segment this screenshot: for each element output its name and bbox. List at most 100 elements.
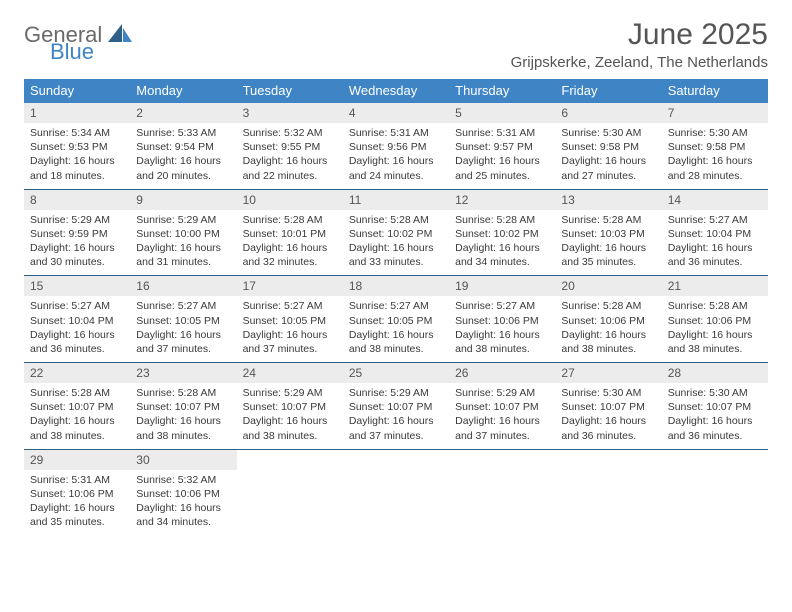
sunset-line: Sunset: 10:00 PM bbox=[136, 227, 230, 241]
sunrise-line: Sunrise: 5:29 AM bbox=[30, 213, 124, 227]
sunrise-line: Sunrise: 5:29 AM bbox=[455, 386, 549, 400]
day-body: Sunrise: 5:30 AMSunset: 9:58 PMDaylight:… bbox=[662, 123, 768, 189]
day-number: 19 bbox=[449, 276, 555, 296]
calendar-cell: 21Sunrise: 5:28 AMSunset: 10:06 PMDaylig… bbox=[662, 275, 768, 362]
daylight-line: Daylight: 16 hours and 37 minutes. bbox=[349, 414, 443, 442]
sunset-line: Sunset: 9:58 PM bbox=[668, 140, 762, 154]
day-body: Sunrise: 5:32 AMSunset: 9:55 PMDaylight:… bbox=[237, 123, 343, 189]
day-number: 20 bbox=[555, 276, 661, 296]
day-body: Sunrise: 5:28 AMSunset: 10:02 PMDaylight… bbox=[343, 210, 449, 276]
page-title: June 2025 bbox=[511, 18, 768, 52]
day-number: 30 bbox=[130, 450, 236, 470]
calendar-cell: 22Sunrise: 5:28 AMSunset: 10:07 PMDaylig… bbox=[24, 362, 130, 449]
calendar-cell: 18Sunrise: 5:27 AMSunset: 10:05 PMDaylig… bbox=[343, 275, 449, 362]
calendar-cell: 8Sunrise: 5:29 AMSunset: 9:59 PMDaylight… bbox=[24, 189, 130, 276]
daylight-line: Daylight: 16 hours and 36 minutes. bbox=[561, 414, 655, 442]
day-body: Sunrise: 5:31 AMSunset: 9:56 PMDaylight:… bbox=[343, 123, 449, 189]
day-number: 11 bbox=[343, 190, 449, 210]
day-body: Sunrise: 5:30 AMSunset: 10:07 PMDaylight… bbox=[555, 383, 661, 449]
calendar-cell: 25Sunrise: 5:29 AMSunset: 10:07 PMDaylig… bbox=[343, 362, 449, 449]
day-number: 26 bbox=[449, 363, 555, 383]
calendar-row: 1Sunrise: 5:34 AMSunset: 9:53 PMDaylight… bbox=[24, 103, 768, 189]
day-body: Sunrise: 5:31 AMSunset: 9:57 PMDaylight:… bbox=[449, 123, 555, 189]
day-body: Sunrise: 5:28 AMSunset: 10:07 PMDaylight… bbox=[24, 383, 130, 449]
daylight-line: Daylight: 16 hours and 20 minutes. bbox=[136, 154, 230, 182]
day-number: 8 bbox=[24, 190, 130, 210]
sunset-line: Sunset: 10:06 PM bbox=[455, 314, 549, 328]
sunset-line: Sunset: 10:05 PM bbox=[136, 314, 230, 328]
day-number: 16 bbox=[130, 276, 236, 296]
calendar-cell: 11Sunrise: 5:28 AMSunset: 10:02 PMDaylig… bbox=[343, 189, 449, 276]
day-body: Sunrise: 5:27 AMSunset: 10:05 PMDaylight… bbox=[237, 296, 343, 362]
calendar-cell: .. bbox=[237, 449, 343, 536]
calendar-cell: 27Sunrise: 5:30 AMSunset: 10:07 PMDaylig… bbox=[555, 362, 661, 449]
sunset-line: Sunset: 10:07 PM bbox=[136, 400, 230, 414]
calendar-cell: 16Sunrise: 5:27 AMSunset: 10:05 PMDaylig… bbox=[130, 275, 236, 362]
weekday-header-row: Sunday Monday Tuesday Wednesday Thursday… bbox=[24, 79, 768, 103]
sunrise-line: Sunrise: 5:32 AM bbox=[136, 473, 230, 487]
calendar-row: 8Sunrise: 5:29 AMSunset: 9:59 PMDaylight… bbox=[24, 189, 768, 276]
daylight-line: Daylight: 16 hours and 37 minutes. bbox=[243, 328, 337, 356]
sunrise-line: Sunrise: 5:28 AM bbox=[136, 386, 230, 400]
daylight-line: Daylight: 16 hours and 38 minutes. bbox=[668, 328, 762, 356]
sunset-line: Sunset: 10:06 PM bbox=[561, 314, 655, 328]
calendar-cell: 17Sunrise: 5:27 AMSunset: 10:05 PMDaylig… bbox=[237, 275, 343, 362]
day-body: Sunrise: 5:29 AMSunset: 9:59 PMDaylight:… bbox=[24, 210, 130, 276]
sunset-line: Sunset: 10:06 PM bbox=[136, 487, 230, 501]
calendar-cell: .. bbox=[662, 449, 768, 536]
day-body: Sunrise: 5:28 AMSunset: 10:06 PMDaylight… bbox=[555, 296, 661, 362]
calendar-cell: 20Sunrise: 5:28 AMSunset: 10:06 PMDaylig… bbox=[555, 275, 661, 362]
calendar-cell: 28Sunrise: 5:30 AMSunset: 10:07 PMDaylig… bbox=[662, 362, 768, 449]
sunrise-line: Sunrise: 5:31 AM bbox=[349, 126, 443, 140]
weekday-header: Sunday bbox=[24, 79, 130, 103]
day-number: 3 bbox=[237, 103, 343, 123]
calendar-cell: 5Sunrise: 5:31 AMSunset: 9:57 PMDaylight… bbox=[449, 103, 555, 189]
day-number: 24 bbox=[237, 363, 343, 383]
page-subtitle: Grijpskerke, Zeeland, The Netherlands bbox=[511, 54, 768, 71]
calendar-row: 29Sunrise: 5:31 AMSunset: 10:06 PMDaylig… bbox=[24, 449, 768, 536]
calendar-cell: 19Sunrise: 5:27 AMSunset: 10:06 PMDaylig… bbox=[449, 275, 555, 362]
day-number: 6 bbox=[555, 103, 661, 123]
day-number: 4 bbox=[343, 103, 449, 123]
day-body: Sunrise: 5:29 AMSunset: 10:00 PMDaylight… bbox=[130, 210, 236, 276]
day-number: 9 bbox=[130, 190, 236, 210]
daylight-line: Daylight: 16 hours and 38 minutes. bbox=[243, 414, 337, 442]
day-number: 22 bbox=[24, 363, 130, 383]
day-number: 25 bbox=[343, 363, 449, 383]
daylight-line: Daylight: 16 hours and 33 minutes. bbox=[349, 241, 443, 269]
sunset-line: Sunset: 10:07 PM bbox=[243, 400, 337, 414]
sunset-line: Sunset: 9:54 PM bbox=[136, 140, 230, 154]
calendar-cell: 26Sunrise: 5:29 AMSunset: 10:07 PMDaylig… bbox=[449, 362, 555, 449]
sunset-line: Sunset: 10:04 PM bbox=[668, 227, 762, 241]
day-number: 18 bbox=[343, 276, 449, 296]
day-number: 15 bbox=[24, 276, 130, 296]
daylight-line: Daylight: 16 hours and 22 minutes. bbox=[243, 154, 337, 182]
daylight-line: Daylight: 16 hours and 38 minutes. bbox=[136, 414, 230, 442]
day-body: Sunrise: 5:33 AMSunset: 9:54 PMDaylight:… bbox=[130, 123, 236, 189]
calendar-cell: 7Sunrise: 5:30 AMSunset: 9:58 PMDaylight… bbox=[662, 103, 768, 189]
weekday-header: Monday bbox=[130, 79, 236, 103]
daylight-line: Daylight: 16 hours and 37 minutes. bbox=[455, 414, 549, 442]
title-block: June 2025 Grijpskerke, Zeeland, The Neth… bbox=[511, 18, 768, 71]
brand-logo: General Blue bbox=[24, 24, 134, 63]
sunrise-line: Sunrise: 5:29 AM bbox=[349, 386, 443, 400]
daylight-line: Daylight: 16 hours and 28 minutes. bbox=[668, 154, 762, 182]
day-body: Sunrise: 5:29 AMSunset: 10:07 PMDaylight… bbox=[449, 383, 555, 449]
day-body: Sunrise: 5:31 AMSunset: 10:06 PMDaylight… bbox=[24, 470, 130, 536]
day-body: Sunrise: 5:34 AMSunset: 9:53 PMDaylight:… bbox=[24, 123, 130, 189]
sunset-line: Sunset: 9:57 PM bbox=[455, 140, 549, 154]
day-number: 27 bbox=[555, 363, 661, 383]
calendar-cell: .. bbox=[343, 449, 449, 536]
day-number: 13 bbox=[555, 190, 661, 210]
day-body: Sunrise: 5:27 AMSunset: 10:06 PMDaylight… bbox=[449, 296, 555, 362]
daylight-line: Daylight: 16 hours and 35 minutes. bbox=[30, 501, 124, 529]
daylight-line: Daylight: 16 hours and 38 minutes. bbox=[455, 328, 549, 356]
day-number: 1 bbox=[24, 103, 130, 123]
calendar-cell: 9Sunrise: 5:29 AMSunset: 10:00 PMDayligh… bbox=[130, 189, 236, 276]
sunrise-line: Sunrise: 5:31 AM bbox=[30, 473, 124, 487]
sunset-line: Sunset: 10:03 PM bbox=[561, 227, 655, 241]
weekday-header: Saturday bbox=[662, 79, 768, 103]
sunrise-line: Sunrise: 5:34 AM bbox=[30, 126, 124, 140]
sunrise-line: Sunrise: 5:28 AM bbox=[455, 213, 549, 227]
day-body: Sunrise: 5:27 AMSunset: 10:05 PMDaylight… bbox=[343, 296, 449, 362]
